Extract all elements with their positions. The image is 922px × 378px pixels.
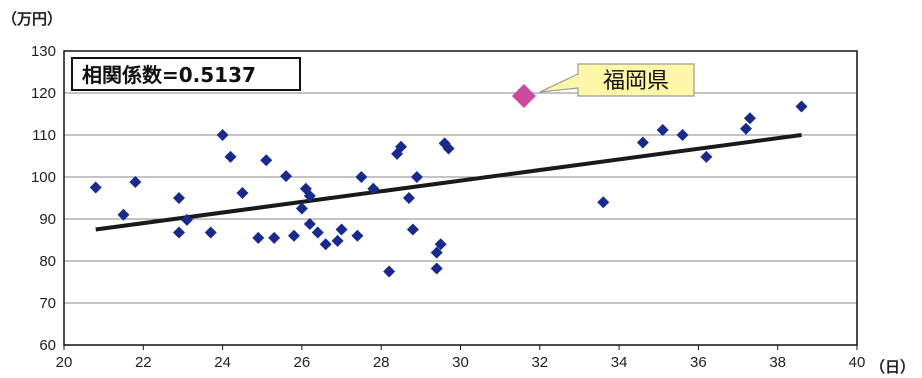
data-point [795,100,807,112]
data-point [236,187,248,199]
x-tick-label: 22 [135,354,152,371]
data-point [260,154,272,166]
callout-label: 福岡県 [603,69,669,94]
x-tick-label: 40 [849,354,866,371]
data-point [312,226,324,238]
y-axis-ticks: 60 70 80 90 100 110 120 130 [31,43,56,354]
data-point [351,230,363,242]
data-point [431,263,443,275]
data-point [90,182,102,194]
data-point [288,230,300,242]
data-point [173,226,185,238]
x-tick-label: 24 [214,354,231,371]
y-tick-label: 70 [39,295,56,312]
data-point [129,176,141,188]
highlight-point [512,84,536,108]
data-point [355,171,367,183]
data-point [403,192,415,204]
correlation-box: 相関係数=0.5137 [72,58,300,90]
y-tick-label: 120 [31,85,56,102]
x-tick-label: 38 [769,354,786,371]
y-tick-label: 80 [39,253,56,270]
x-tick-label: 26 [294,354,311,371]
data-point [336,224,348,236]
data-point [677,129,689,141]
highlight-callout: 福岡県 [540,64,694,96]
y-tick-label: 130 [31,43,56,60]
data-point [320,238,332,250]
x-tick-label: 30 [452,354,469,371]
x-tick-label: 36 [690,354,707,371]
y-tick-label: 100 [31,169,56,186]
data-point [304,218,316,230]
data-point [744,112,756,124]
data-point [411,171,423,183]
data-point [173,192,185,204]
data-point [383,266,395,278]
data-point [280,170,292,182]
correlation-label: 相関係数=0.5137 [82,63,256,87]
data-point [597,196,609,208]
y-tick-label: 60 [39,337,56,354]
data-point [700,151,712,163]
data-point [252,232,264,244]
data-point [205,226,217,238]
data-point [225,151,237,163]
y-axis-unit: （万円） [2,10,62,28]
x-tick-label: 28 [373,354,390,371]
data-point [217,129,229,141]
data-point [740,123,752,135]
x-tick-label: 32 [531,354,548,371]
y-tick-label: 110 [32,127,56,144]
x-tick-label: 20 [56,354,73,371]
data-point [637,137,649,149]
x-axis-ticks: 20 22 24 26 28 30 32 34 36 38 40 [56,345,866,371]
data-point [268,232,280,244]
x-axis-unit: （日） [870,358,915,376]
data-point [407,224,419,236]
x-tick-label: 34 [611,354,628,371]
y-tick-label: 90 [39,211,56,228]
data-point [332,235,344,247]
data-point [657,124,669,136]
